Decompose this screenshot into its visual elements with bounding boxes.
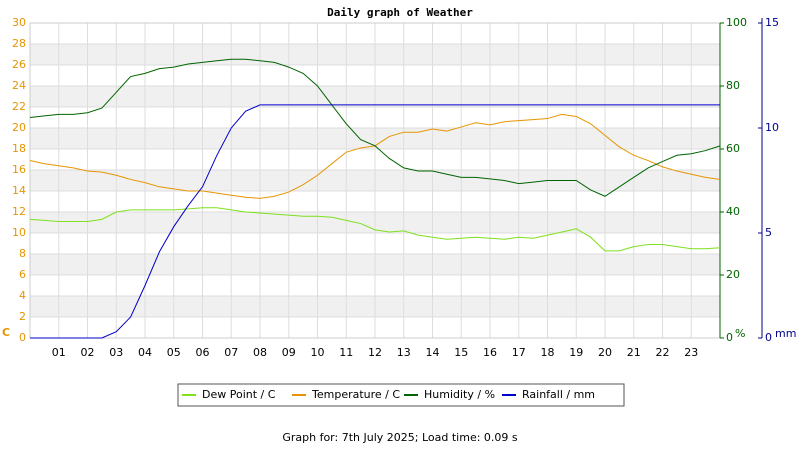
y-tick-label: 10 [12,226,26,239]
x-tick-label: 17 [512,346,526,359]
x-tick-label: 10 [311,346,325,359]
series-line [29,207,721,252]
chart-title: Daily graph of Weather [327,6,473,19]
y-tick-label: 20 [12,121,26,134]
x-tick-label: 20 [598,346,612,359]
x-tick-label: 06 [196,346,210,359]
y2-tick-label: 60 [726,142,740,155]
x-tick-label: 11 [339,346,353,359]
x-tick-label: 09 [282,346,296,359]
x-tick-label: 19 [569,346,583,359]
y2-tick-label: 40 [726,205,740,218]
y3-tick-label: 5 [765,226,772,239]
y-tick-label: 22 [12,100,26,113]
x-tick-label: 21 [627,346,641,359]
x-tick-label: 13 [397,346,411,359]
legend-label: Rainfall / mm [522,388,595,401]
x-tick-label: 02 [81,346,95,359]
y3-unit: mm [775,327,796,340]
x-tick-label: 22 [656,346,670,359]
y3-tick-label: 10 [765,121,779,134]
legend-label: Dew Point / C [202,388,276,401]
legend-box [177,383,625,407]
y-tick-label: 28 [12,37,26,50]
x-tick-label: 04 [138,346,152,359]
y2-tick-label: 0 [726,331,733,344]
x-tick-label: 07 [224,346,238,359]
x-tick-label: 23 [684,346,698,359]
y2-tick-label: 100 [726,16,747,29]
x-tick-label: 03 [109,346,123,359]
y-tick-label: 16 [12,163,26,176]
x-tick-label: 18 [541,346,555,359]
y-tick-label: 2 [19,310,26,323]
series-line [30,104,720,339]
legend-label: Humidity / % [424,388,495,401]
y2-tick-label: 20 [726,268,740,281]
y3-tick-label: 15 [765,16,779,29]
y-tick-label: 26 [12,58,26,71]
y-tick-label: 4 [19,289,26,302]
y-tick-label: 12 [12,205,26,218]
footer: Graph for: 7th July 2025; Load time: 0.0… [282,431,518,444]
series-line [29,58,721,197]
x-tick-label: 12 [368,346,382,359]
y-tick-label: 14 [12,184,26,197]
y-tick-label: 18 [12,142,26,155]
x-tick-label: 14 [426,346,440,359]
x-tick-label: 15 [454,346,468,359]
y-tick-label: 24 [12,79,26,92]
y2-tick-label: 80 [726,79,740,92]
y-tick-label: 6 [19,268,26,281]
y2-unit: % [735,327,745,340]
y-tick-label: 30 [12,16,26,29]
y-tick-label: 0 [19,331,26,344]
x-tick-label: 08 [253,346,267,359]
x-tick-label: 01 [52,346,66,359]
y-unit: C [2,326,10,339]
y3-tick-label: 0 [765,331,772,344]
y-tick-label: 8 [19,247,26,260]
legend-label: Temperature / C [311,388,400,401]
x-tick-label: 05 [167,346,181,359]
x-tick-label: 16 [483,346,497,359]
